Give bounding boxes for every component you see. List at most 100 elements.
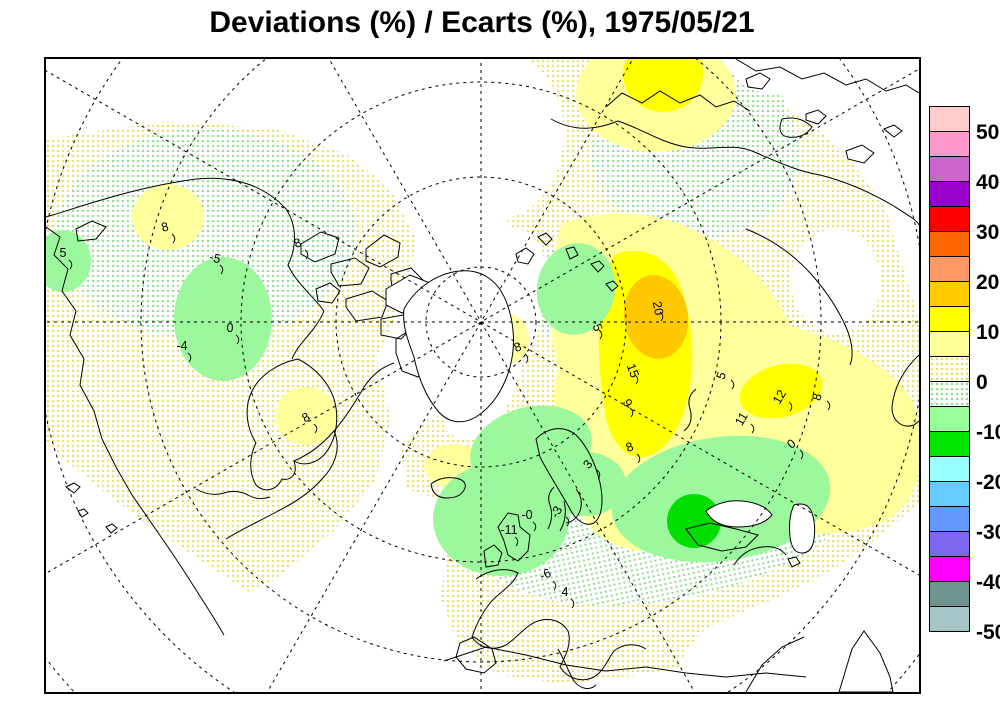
colorbar-tick-label: -40 [976, 571, 1000, 594]
contour-label: -5 [208, 250, 222, 266]
greenland [403, 270, 514, 423]
contour-label-arrow [524, 353, 529, 364]
pacific-island-2 [77, 508, 89, 518]
contour-squiggle-3 [683, 388, 697, 432]
contour-label: -4 [176, 339, 187, 353]
latitude-circle-3 [240, 81, 722, 563]
pacific-island-1 [65, 482, 81, 494]
contour-label-arrow [799, 449, 804, 460]
chukotka-peninsula [779, 117, 813, 138]
nodata-top-right [726, 59, 919, 234]
contour-label: 8 [292, 235, 303, 251]
contour-label-arrow [68, 259, 73, 270]
contour-label: 5 [60, 246, 67, 260]
island-speck-2 [605, 280, 619, 292]
contour-label-arrow [629, 407, 634, 418]
italy [557, 648, 597, 689]
contour-label: 15 [624, 362, 642, 380]
contour-label-arrow [304, 249, 309, 260]
colorbar-cell [929, 256, 970, 282]
nodata-bottom-left [46, 444, 416, 692]
contour-label-arrow [788, 401, 793, 412]
colorbar-tick-label: 20 [976, 271, 1000, 294]
colorbar-cell [929, 206, 970, 232]
colorbar-tick-label: 0 [976, 371, 988, 394]
positive-anomaly-siberia-core [623, 275, 689, 359]
stipple-speck-top-right [761, 93, 787, 119]
coast-west-europe [471, 569, 519, 638]
contour-squiggle-1 [547, 486, 555, 530]
colorbar-cell [929, 531, 970, 557]
colorbar-cell [929, 381, 970, 407]
map-title: Deviations (%) / Ecarts (%), 1975/05/21 [209, 6, 755, 39]
contour-label-arrow [171, 233, 176, 244]
latitude-circle-4 [140, 59, 822, 663]
nodata-top-left [46, 59, 186, 134]
colorbar-tick-label: 30 [976, 221, 1000, 244]
wrangel-island [845, 144, 875, 164]
colorbar-cell [929, 456, 970, 482]
new-siberian-island-2 [805, 109, 827, 125]
colorbar-cell [929, 281, 970, 307]
anomaly-regions [46, 59, 919, 576]
coast-chukotka [735, 59, 919, 94]
arctic-island-2 [330, 257, 370, 287]
caspian-sea [789, 503, 816, 554]
colorbar-cell [929, 231, 970, 257]
positive-anomaly-quebec [275, 387, 337, 445]
colorbar-cell [929, 156, 970, 182]
colorbar-cell [929, 431, 970, 457]
coast-arctic-north-america [46, 177, 325, 360]
taymyr-peninsula [605, 90, 751, 112]
arctic-island-ne [883, 124, 903, 138]
contour-label: -6 [537, 566, 553, 583]
contour-label-arrow [532, 521, 537, 532]
contour-label-arrow [598, 329, 603, 340]
ireland [483, 544, 503, 568]
colorbar-cell [929, 131, 970, 157]
svalbard-2 [537, 232, 553, 246]
new-siberian-island-1 [745, 72, 771, 90]
colorbar-tick-label: 10 [976, 321, 1000, 344]
black-sea [705, 500, 773, 528]
contour-label: -5 [588, 318, 605, 333]
arctic-island-7 [315, 282, 341, 304]
meridian-150 [46, 68, 919, 574]
colorbar-tick-label: 40 [976, 171, 1000, 194]
map-frame: 8 5 8 -5 -4 0 8 8 20 15 9 5 12 11 8 0 8 -5 -3 -0 -11 -6 3 4 [44, 57, 921, 694]
island-speck-1 [590, 260, 605, 273]
colorbar-cell [929, 106, 970, 132]
positive-anomaly-west-canada [132, 184, 204, 250]
colorbar-tick-label: -10 [976, 421, 1000, 444]
contour-label-arrow [826, 400, 831, 411]
coastlines [46, 59, 919, 692]
contour-label: -11 [500, 523, 517, 537]
coast-labrador [293, 362, 395, 462]
contour-label-arrow [219, 264, 224, 275]
contour-label: 8 [624, 439, 635, 455]
contour-label-arrow [313, 423, 318, 434]
contour-label-arrow [636, 453, 641, 464]
contour-label-arrow [634, 374, 639, 385]
colorbar-cell [929, 581, 970, 607]
stipple-area-canada-negative [56, 129, 356, 339]
franz-josef-land [565, 246, 579, 260]
contour-label: -0 [521, 508, 532, 522]
anatolia [685, 522, 759, 552]
colorbar-cell [929, 506, 970, 532]
coast-siberia-north [550, 118, 919, 226]
colorbar-cell [929, 481, 970, 507]
latitude-circle-1 [425, 266, 537, 378]
negative-anomaly-europe-2 [433, 462, 569, 576]
colorbar-cell [929, 556, 970, 582]
contour-label: 20 [650, 300, 666, 316]
latitude-circle-2 [335, 176, 627, 468]
contour-label: 11 [732, 410, 751, 428]
coast-east-asia [745, 228, 853, 366]
contour-label: 12 [770, 387, 789, 406]
graticule [46, 59, 919, 692]
colorbar-tick-label: 50 [976, 121, 1000, 144]
contour-label-arrow [750, 423, 755, 434]
arctic-island-5 [345, 290, 389, 322]
